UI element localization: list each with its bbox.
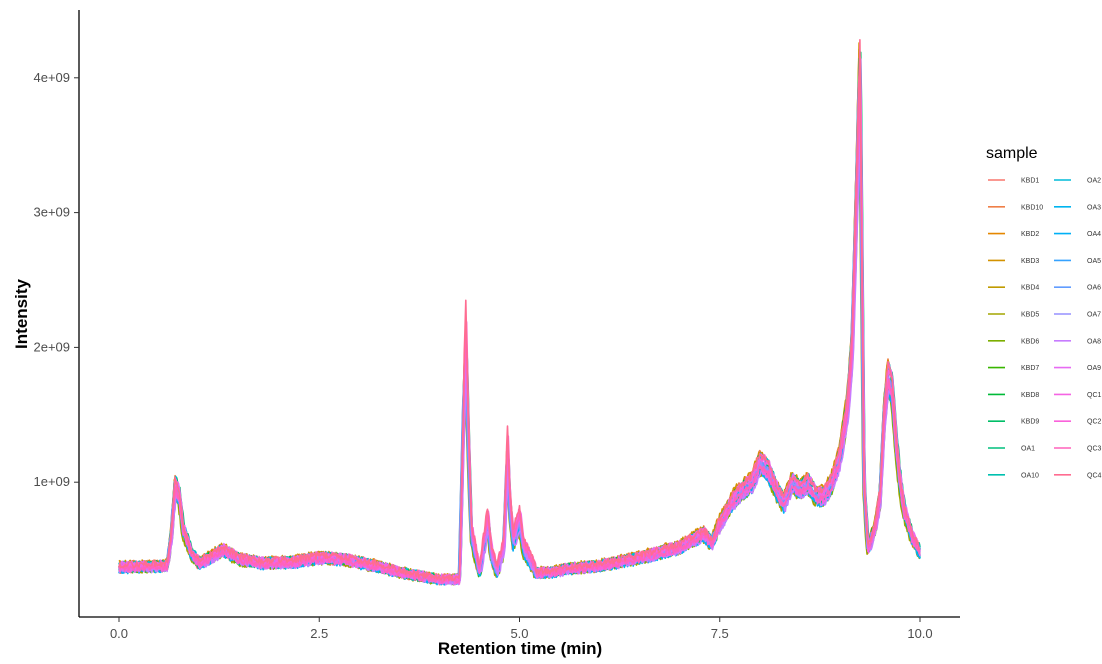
legend-label-oa7: OA7: [1087, 312, 1101, 319]
legend-label-oa1: OA1: [1021, 446, 1035, 453]
legend-label-oa8: OA8: [1087, 338, 1101, 345]
legend-label-qc3: QC3: [1087, 446, 1102, 453]
y-axis-title: Intensity: [12, 279, 31, 349]
y-tick-label: 4e+09: [33, 70, 70, 85]
series-line-qc4: [118, 39, 921, 582]
series-line-qc1: [118, 65, 921, 583]
legend-label-oa5: OA5: [1087, 258, 1101, 265]
series-lines: [118, 39, 921, 586]
legend-label-oa4: OA4: [1087, 231, 1101, 238]
legend-label-qc4: QC4: [1087, 472, 1102, 479]
x-tick-label: 7.5: [711, 626, 729, 641]
legend-label-oa3: OA3: [1087, 204, 1101, 211]
series-line-oa9: [118, 55, 921, 582]
x-ticks: 0.0 2.5 5.0 7.5 10.0: [110, 617, 933, 641]
legend-label-kbd1: KBD1: [1021, 178, 1039, 185]
x-tick-label: 5.0: [510, 626, 528, 641]
legend-label-kbd6: KBD6: [1021, 338, 1039, 345]
legend-label-kbd3: KBD3: [1021, 258, 1039, 265]
legend-label-qc1: QC1: [1087, 392, 1102, 399]
x-tick-label: 10.0: [907, 626, 932, 641]
legend-label-qc2: QC2: [1087, 419, 1102, 426]
series-line-kbd9: [118, 51, 921, 582]
y-ticks: 1e+09 2e+09 3e+09 4e+09: [33, 70, 79, 489]
legend-label-kbd7: KBD7: [1021, 365, 1039, 372]
series-line-kbd10: [118, 53, 921, 582]
legend-label-kbd4: KBD4: [1021, 285, 1039, 292]
legend-label-oa2: OA2: [1087, 178, 1101, 185]
legend-label-kbd2: KBD2: [1021, 231, 1039, 238]
series-line-kbd3: [118, 42, 921, 581]
legend-label-kbd8: KBD8: [1021, 392, 1039, 399]
legend-label-kbd9: KBD9: [1021, 419, 1039, 426]
x-axis-title: Retention time (min): [438, 639, 602, 658]
legend: sample KBD1 KBD10 KBD2 KBD3 KBD4 KBD5 KBD6 KBD7…: [986, 145, 1102, 479]
legend-title: sample: [986, 145, 1038, 162]
legend-label-kbd5: KBD5: [1021, 312, 1039, 319]
x-tick-label: 0.0: [110, 626, 128, 641]
series-line-kbd4: [118, 48, 921, 582]
y-tick-label: 3e+09: [33, 205, 70, 220]
legend-label-oa9: OA9: [1087, 365, 1101, 372]
legend-label-oa6: OA6: [1087, 285, 1101, 292]
y-tick-label: 1e+09: [33, 474, 70, 489]
y-tick-label: 2e+09: [33, 339, 70, 354]
series-line-oa2: [118, 60, 921, 582]
legend-label-kbd10: KBD10: [1021, 204, 1043, 211]
x-tick-label: 2.5: [310, 626, 328, 641]
legend-label-oa10: OA10: [1021, 472, 1039, 479]
series-line-kbd8: [118, 57, 921, 582]
